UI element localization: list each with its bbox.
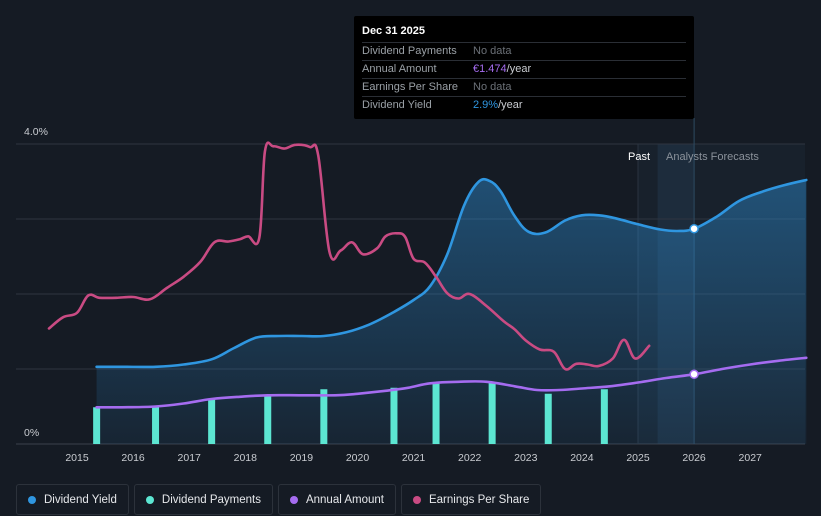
dividend-payment-bar [152, 407, 160, 444]
legend-label: Annual Amount [305, 493, 384, 506]
series-marker [689, 369, 699, 379]
x-tick-label: 2023 [514, 452, 538, 464]
tooltip-value: No data [473, 81, 512, 93]
x-tick-label: 2015 [65, 452, 89, 464]
legend-label: Earnings Per Share [428, 493, 530, 506]
dividend-payment-bar [600, 389, 608, 444]
tooltip-value: 2.9% [473, 99, 499, 111]
x-tick-label: 2024 [570, 452, 594, 464]
tooltip-unit: /year [506, 63, 532, 75]
x-tick-label: 2027 [739, 452, 763, 464]
legend-dividend-yield[interactable]: Dividend Yield [16, 484, 129, 515]
forecast-label: Analysts Forecasts [666, 151, 759, 163]
tooltip-row-earnings-per-share: Earnings Per Share No data [362, 78, 686, 96]
legend-label: Dividend Payments [161, 493, 261, 506]
dividend-payment-bar [488, 382, 496, 444]
x-tick-label: 2022 [458, 452, 482, 464]
y-tick-label: 0% [24, 427, 39, 439]
y-tick-label: 4.0% [24, 126, 48, 138]
chart-tooltip: Dec 31 2025 Dividend Payments No data An… [354, 16, 694, 119]
chart-legend: Dividend Yield Dividend Payments Annual … [16, 484, 542, 515]
legend-annual-amount[interactable]: Annual Amount [277, 484, 396, 515]
tooltip-label: Dividend Payments [362, 45, 457, 57]
legend-dot-icon [145, 495, 154, 504]
x-tick-label: 2021 [402, 452, 426, 464]
tooltip-label: Earnings Per Share [362, 81, 458, 93]
annual-amount-line [95, 356, 808, 409]
x-tick-label: 2017 [178, 452, 202, 464]
x-tick-label: 2020 [346, 452, 370, 464]
x-tick-label: 2025 [626, 452, 650, 464]
tooltip-value: No data [473, 45, 512, 57]
legend-earnings-per-share[interactable]: Earnings Per Share [400, 484, 542, 515]
x-tick-label: 2019 [290, 452, 314, 464]
legend-dot-icon [28, 495, 36, 504]
eps-line [47, 141, 651, 371]
dividend-payment-bar [432, 382, 440, 444]
legend-dividend-payments[interactable]: Dividend Payments [133, 484, 273, 515]
dividend-payment-bar [544, 393, 552, 444]
dividend-payment-bar [93, 407, 101, 444]
tooltip-label: Dividend Yield [362, 99, 432, 111]
tooltip-row-dividend-payments: Dividend Payments No data [362, 42, 686, 60]
tooltip-label: Annual Amount [362, 63, 437, 75]
dividend-payment-bar [390, 387, 398, 444]
legend-dot-icon [289, 495, 298, 504]
tooltip-row-annual-amount: Annual Amount €1.474/year [362, 60, 686, 78]
legend-label: Dividend Yield [44, 493, 117, 506]
x-tick-label: 2016 [121, 452, 145, 464]
past-label: Past [628, 151, 650, 163]
legend-dot-icon [412, 495, 421, 504]
x-tick-label: 2026 [682, 452, 706, 464]
dividend-yield-area [96, 179, 807, 444]
dividend-yield-line [95, 177, 808, 369]
dividend-payment-bar [264, 395, 272, 444]
tooltip-value: €1.474 [473, 63, 507, 75]
x-tick-label: 2018 [234, 452, 258, 464]
dividend-payment-bar [208, 399, 216, 444]
tooltip-date: Dec 31 2025 [362, 25, 425, 37]
dividend-payment-bar [320, 389, 328, 444]
tooltip-unit: /year [498, 99, 523, 111]
series-marker [689, 224, 699, 234]
tooltip-row-dividend-yield: Dividend Yield 2.9%/year [362, 96, 686, 114]
